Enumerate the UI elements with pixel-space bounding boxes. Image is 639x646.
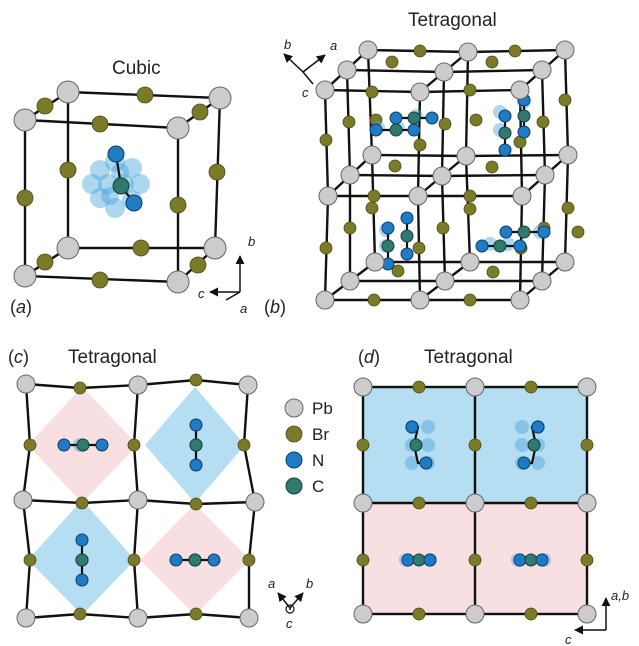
axis-label-c: c: [198, 286, 205, 301]
tetragonal-3d-molecules: [369, 93, 551, 271]
tetragonal-3d-pb-atoms: [315, 40, 578, 310]
legend-label: Pb: [312, 399, 333, 418]
cubic-pb-atoms: [13, 80, 232, 294]
legend-item-pb: Pb: [284, 398, 333, 418]
panel-b: Tetragonal b a c: [264, 10, 585, 317]
legend-item-c: C: [285, 477, 324, 496]
tetragonal-c-molecules: [57, 418, 221, 587]
legend: Pb Br N C: [284, 398, 333, 496]
panel-c-axes: a b c: [268, 576, 313, 631]
tetragonal-c-br-atoms: [23, 373, 256, 621]
panel-a-axes: b c a: [198, 234, 255, 316]
tetragonal-c-pb-atoms: [13, 374, 265, 628]
panel-c-title: Tetragonal: [68, 347, 157, 368]
axis-label-c: c: [565, 632, 572, 646]
panel-d: (d) Tetragonal: [353, 347, 629, 646]
cubic-molecule-cloud: [82, 145, 150, 218]
tetragonal-3d-br-atoms: [319, 44, 585, 307]
axis-label-a: a: [268, 576, 275, 591]
panel-d-label: (d): [358, 347, 380, 367]
legend-label: C: [312, 477, 324, 496]
legend-item-n: N: [285, 451, 324, 470]
panel-d-axes: a,b c: [565, 588, 629, 646]
tetragonal-d-pb-atoms: [353, 377, 597, 624]
panel-d-title: Tetragonal: [424, 347, 513, 368]
panel-a: Cubic: [10, 58, 255, 317]
axis-label-b: b: [306, 576, 313, 591]
axis-label-b: b: [248, 234, 255, 249]
panel-c-label: (c): [8, 347, 29, 367]
panel-a-title: Cubic: [112, 58, 161, 79]
tetragonal-d-br-atoms: [356, 380, 594, 621]
panel-c: (c) Tetragonal: [8, 347, 313, 631]
panel-a-label: (a): [10, 297, 32, 317]
axis-label-a: a: [330, 38, 337, 53]
legend-label: N: [312, 451, 324, 470]
legend-item-br: Br: [285, 425, 329, 444]
legend-label: Br: [312, 425, 329, 444]
panel-b-axes: b a c: [283, 37, 337, 100]
panel-b-label: (b): [264, 297, 286, 317]
panel-b-title: Tetragonal: [408, 10, 497, 31]
tetragonal-d-molecules: [399, 420, 551, 567]
axis-label-c: c: [286, 616, 293, 631]
axis-label-b: b: [284, 37, 291, 52]
cubic-br-atoms: [16, 86, 226, 289]
axis-label-ab: a,b: [611, 588, 629, 603]
axis-label-a: a: [240, 301, 247, 316]
axis-label-c: c: [302, 85, 309, 100]
